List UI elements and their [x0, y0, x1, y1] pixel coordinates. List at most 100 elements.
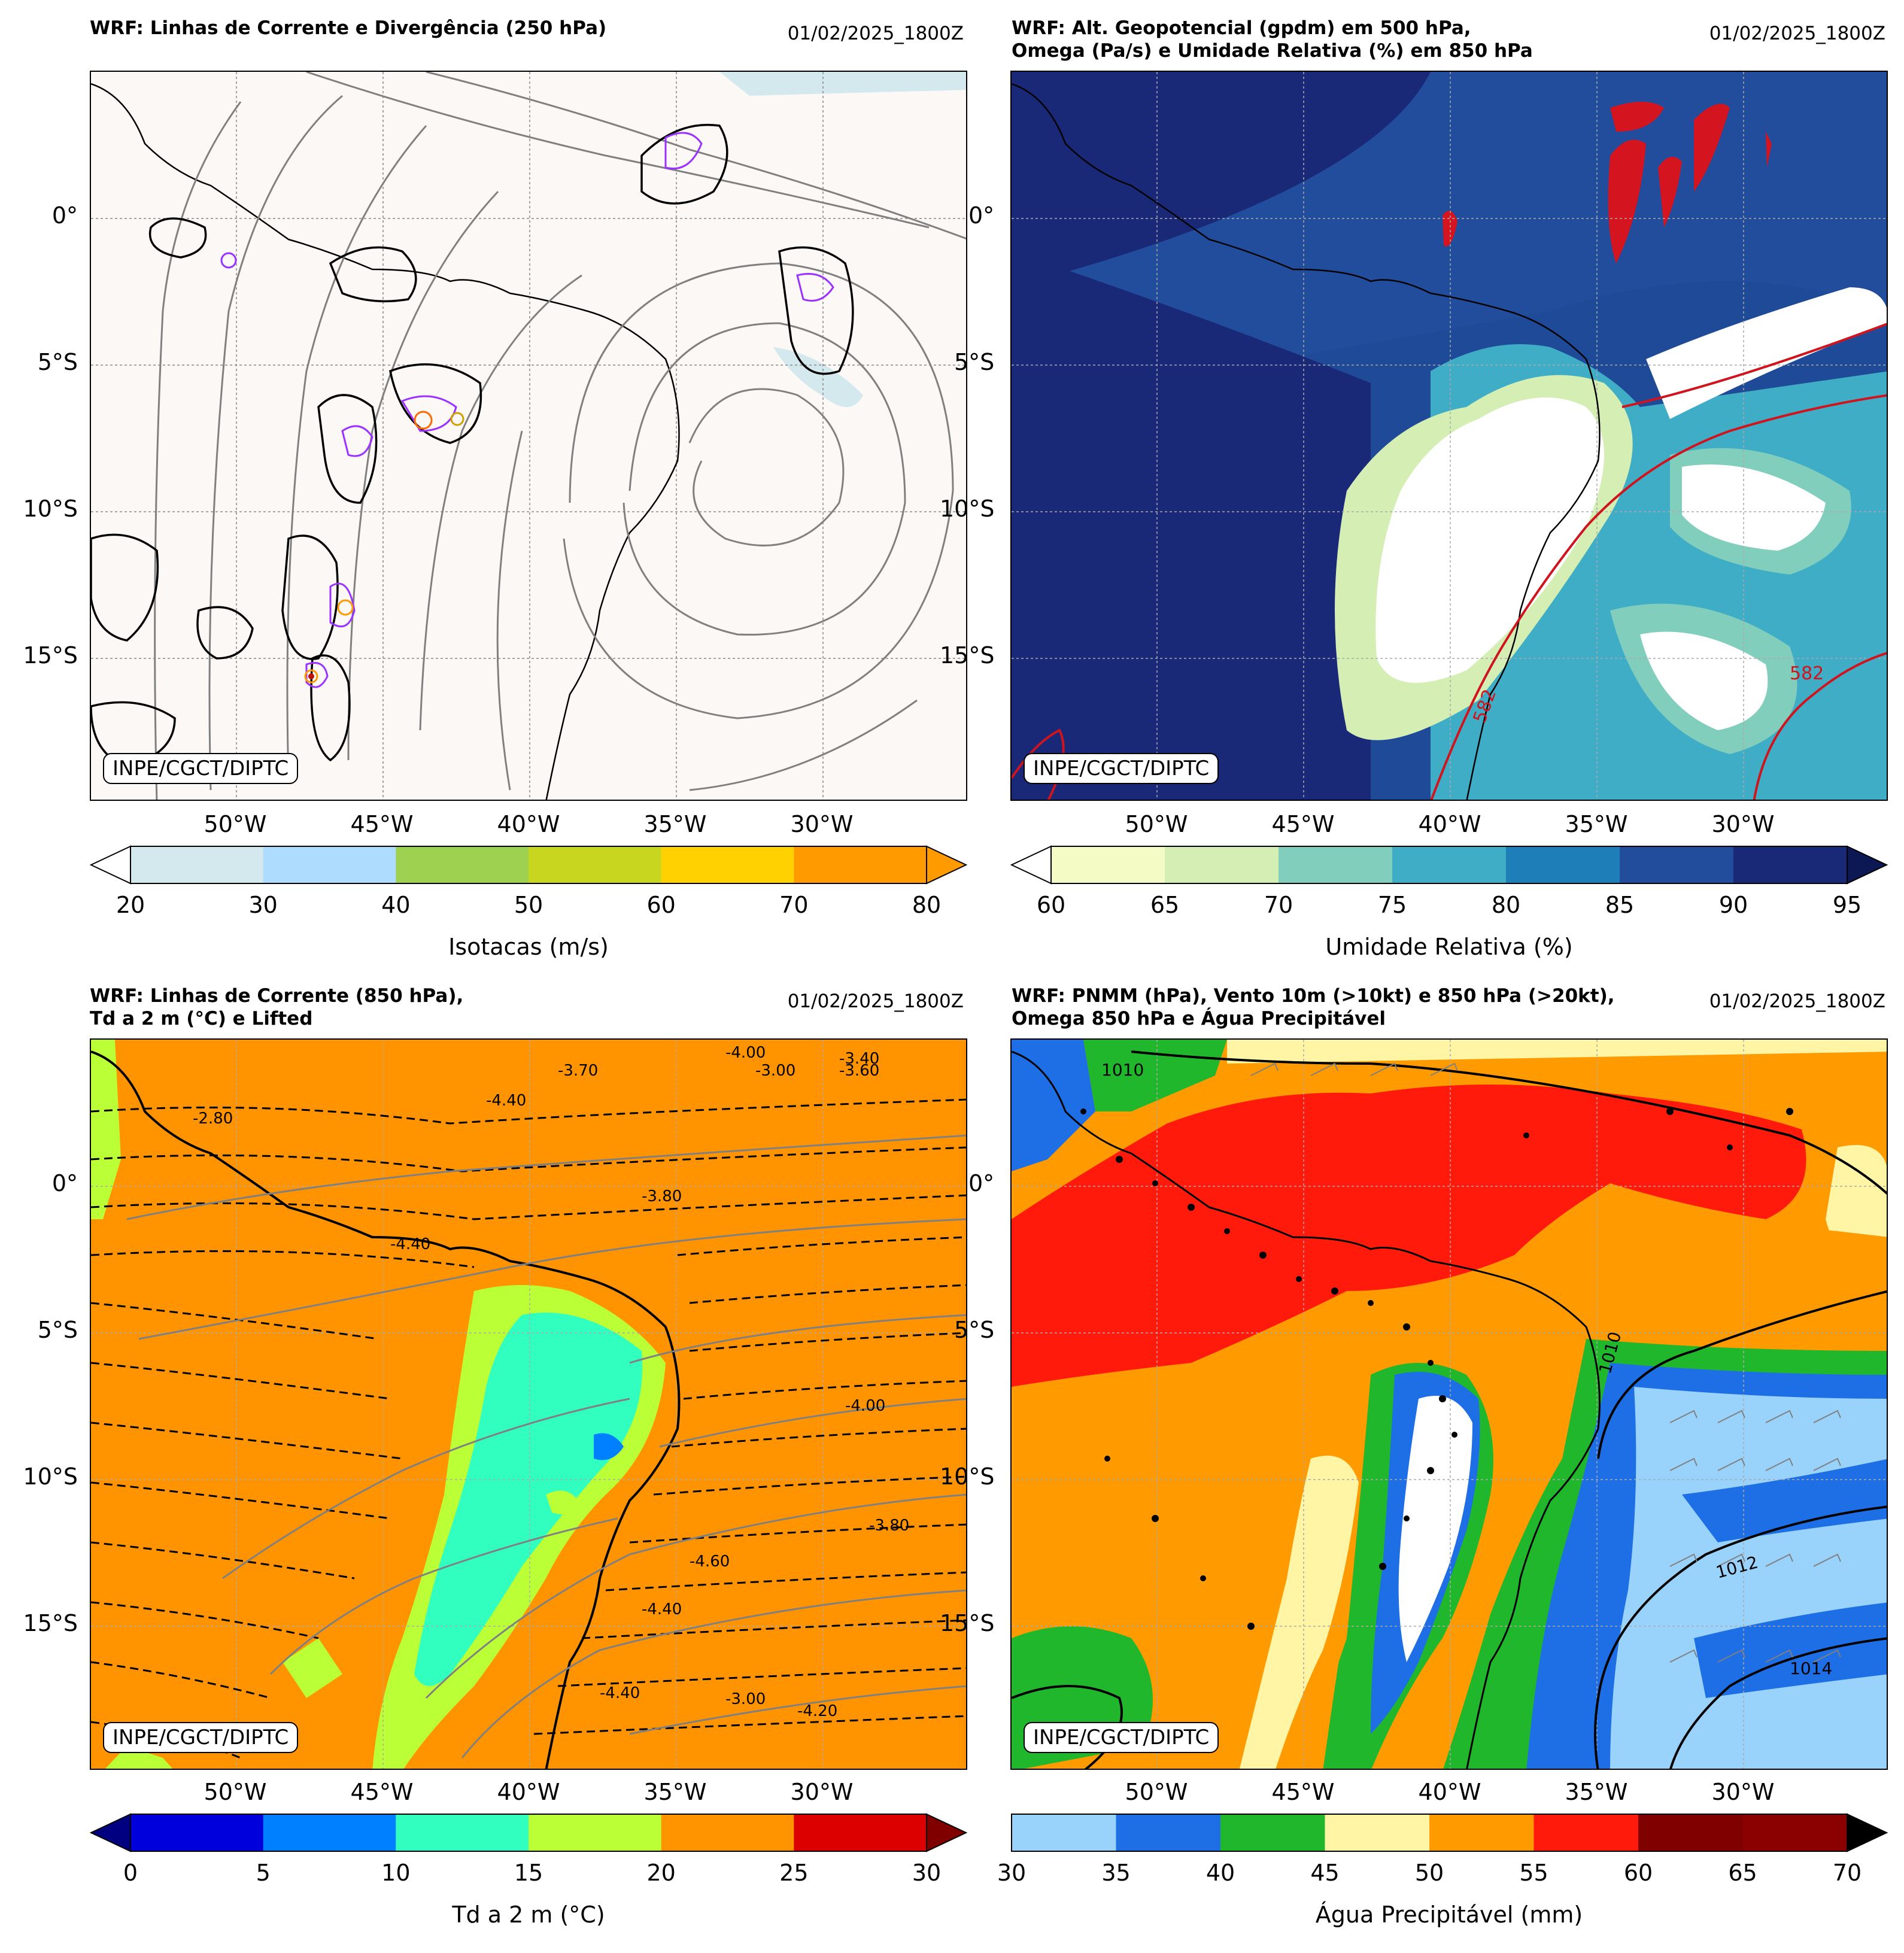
lifted-labels: -4.00 -3.70 -3.40 -4.40 -3.80 -3.60 -4.4… [193, 1044, 909, 1720]
panel-date: 01/02/2025_1800Z [1709, 23, 1885, 44]
isotach-patch [773, 347, 863, 407]
colorbar-segment [1533, 1814, 1639, 1851]
colorbar-tick-label: 0 [123, 1860, 138, 1886]
colorbar-tick-label: 60 [1623, 1860, 1653, 1886]
lon-label: 40°W [1418, 811, 1481, 837]
lat-label: 5°S [37, 1317, 78, 1343]
colorbar-segment [1620, 846, 1734, 883]
colorbar-tick-label: 80 [912, 892, 942, 918]
svg-text:-2.80: -2.80 [193, 1110, 233, 1128]
lat-label: 15°S [23, 1610, 78, 1636]
colorbar-segment [794, 1814, 927, 1851]
colorbar-tick-label: 75 [1377, 892, 1407, 918]
colorbar-tick-label: 70 [1832, 1860, 1862, 1886]
lon-label: 30°W [1711, 1779, 1775, 1805]
omega-patches [1443, 102, 1772, 263]
lat-label-right: 15°S [940, 1610, 995, 1636]
colorbar-label: Água Precipitável (mm) [1315, 1902, 1583, 1928]
colorbar-segment [794, 846, 927, 883]
colorbar-tick-label: 85 [1605, 892, 1635, 918]
colorbar [1011, 1813, 1888, 1852]
colorbar-segment [1051, 846, 1165, 883]
colorbar-tick-label: 70 [779, 892, 809, 918]
svg-text:1014: 1014 [1790, 1659, 1832, 1678]
colorbar-segment [130, 846, 264, 883]
credit-label: INPE/CGCT/DIPTC [1024, 1722, 1219, 1753]
colorbar-segment [1220, 1814, 1325, 1851]
panel-title: WRF: Linhas de Corrente e Divergência (2… [90, 17, 607, 39]
wind-barbs [1250, 1062, 1841, 1663]
colorbar-segment [661, 846, 794, 883]
lat-label: 15°S [23, 642, 78, 669]
svg-text:-4.00: -4.00 [845, 1397, 885, 1415]
map-area: 582 582 INPE/CGCT/DIPTC [1010, 71, 1888, 801]
lifted-contours [91, 1098, 966, 1759]
lat-label-right: 10°S [940, 1463, 995, 1490]
credit-label: INPE/CGCT/DIPTC [103, 753, 299, 784]
colorbar-tick-label: 50 [1414, 1860, 1444, 1886]
colorbar-tick-label: 60 [1036, 892, 1066, 918]
colorbar-segment [661, 1814, 794, 1851]
svg-text:-3.00: -3.00 [755, 1062, 795, 1080]
lon-label: 40°W [497, 1779, 560, 1805]
streamlines [126, 1134, 966, 1758]
panel-title: WRF: PNMM (hPa), Vento 10m (>10kt) e 850… [1012, 985, 1615, 1029]
colorbar-segment [529, 846, 662, 883]
lat-label-right: 0° [968, 202, 995, 229]
colorbar-extend-low [1010, 845, 1052, 885]
colorbar-segment [130, 1814, 264, 1851]
map-graphic: -4.00 -3.70 -3.40 -4.40 -3.80 -3.60 -4.4… [91, 1040, 966, 1769]
coastline [91, 83, 680, 800]
colorbar-segment [1012, 1814, 1116, 1851]
svg-text:-3.70: -3.70 [558, 1062, 598, 1080]
lat-label: 10°S [23, 1463, 78, 1490]
colorbar-segment [1165, 846, 1279, 883]
colorbar-tick-label: 40 [381, 892, 411, 918]
svg-text:-4.40: -4.40 [642, 1600, 682, 1618]
colorbar-tick-label: 65 [1150, 892, 1180, 918]
streamlines [154, 72, 966, 800]
lon-label: 50°W [204, 811, 267, 837]
colorbar-tick-label: 20 [646, 1860, 676, 1886]
colorbar-tick-label: 95 [1832, 892, 1862, 918]
svg-text:-4.60: -4.60 [690, 1553, 730, 1571]
lon-label: 45°W [350, 1779, 414, 1805]
panel-date: 01/02/2025_1800Z [1709, 991, 1885, 1012]
colorbar [90, 1813, 968, 1852]
lat-label-right: 15°S [940, 642, 995, 669]
colorbar-tick-label: 60 [646, 892, 676, 918]
lon-label: 35°W [643, 1779, 707, 1805]
colorbar-segment [1392, 846, 1507, 883]
panel-date: 01/02/2025_1800Z [787, 991, 964, 1012]
colorbar-segment [396, 846, 529, 883]
lon-label: 50°W [1125, 811, 1188, 837]
colorbar-tick-label: 10 [381, 1860, 411, 1886]
credit-label: INPE/CGCT/DIPTC [103, 1722, 299, 1753]
contour-label: 582 [1790, 663, 1824, 684]
panel-date: 01/02/2025_1800Z [787, 23, 964, 44]
colorbar-tick-label: 5 [256, 1860, 271, 1886]
lat-label-right: 10°S [940, 496, 995, 522]
lon-label: 45°W [1271, 811, 1335, 837]
lat-label: 5°S [37, 349, 78, 375]
svg-text:-4.00: -4.00 [725, 1044, 766, 1062]
svg-text:-3.40: -3.40 [839, 1050, 879, 1068]
colorbar-segment [1742, 1814, 1848, 1851]
colorbar [90, 845, 968, 885]
svg-text:-3.00: -3.00 [725, 1690, 766, 1708]
lon-label: 30°W [790, 1779, 854, 1805]
lat-label: 10°S [23, 496, 78, 522]
colorbar-tick-label: 30 [248, 892, 278, 918]
colorbar-segment [1506, 846, 1620, 883]
colorbar-tick-label: 65 [1728, 1860, 1757, 1886]
map-area: INPE/CGCT/DIPTC [90, 71, 967, 801]
credit-label: INPE/CGCT/DIPTC [1024, 753, 1219, 784]
colorbar-segment [1429, 1814, 1534, 1851]
colorbar-label: Td a 2 m (°C) [452, 1902, 605, 1928]
map-graphic [91, 72, 966, 800]
colorbar-tick-label: 15 [514, 1860, 543, 1886]
lat-label-right: 0° [968, 1170, 995, 1196]
lon-label: 40°W [497, 811, 560, 837]
svg-text:-4.40: -4.40 [600, 1684, 640, 1702]
colorbar-segment [1638, 1814, 1743, 1851]
